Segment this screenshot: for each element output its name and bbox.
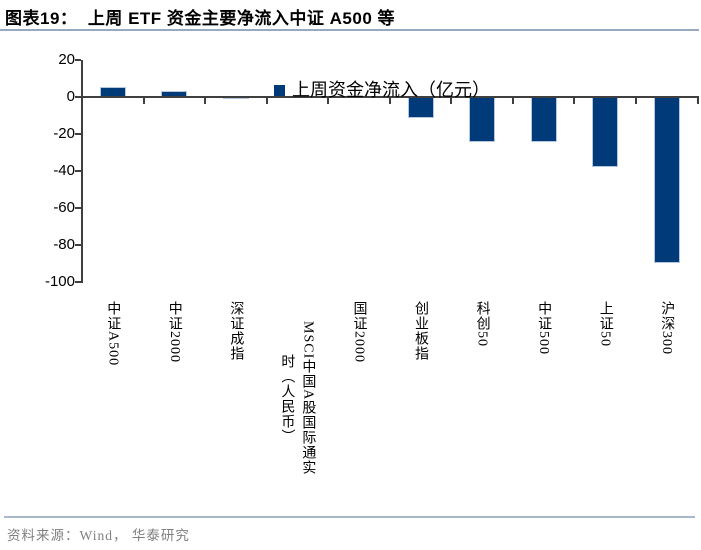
- y-tick-label: -100: [44, 272, 75, 290]
- x-axis-tick: [265, 97, 268, 104]
- category-label-创业板指: 创业板指: [413, 301, 428, 361]
- x-axis-tick: [450, 97, 453, 104]
- chart-legend: 上周资金净流入（亿元）: [274, 76, 490, 102]
- category-label-科创50: 科创50: [474, 301, 490, 347]
- category-label-MSCI中国A股国际通实时（人民币）: MSCI中国A股国际通实 时（人民币）: [279, 321, 316, 476]
- y-axis-tick: [75, 243, 81, 246]
- category-label-中证500: 中证500: [536, 301, 552, 355]
- x-axis-tick: [142, 97, 145, 104]
- legend-swatch-icon: [274, 84, 285, 96]
- category-label-上证50: 上证50: [597, 301, 613, 347]
- y-axis-tick: [75, 95, 81, 98]
- category-label-中证A500: 中证A500: [105, 301, 121, 367]
- y-tick-label: 0: [66, 87, 75, 105]
- x-axis-tick: [204, 97, 207, 104]
- y-tick-label: -40: [53, 161, 75, 179]
- y-tick-label: -60: [53, 198, 75, 216]
- x-axis-tick: [511, 97, 514, 104]
- source-divider: [4, 516, 695, 518]
- bar-科创50: [469, 96, 496, 143]
- y-axis-tick: [75, 206, 81, 209]
- source-note: 资料来源：Wind， 华泰研究: [7, 528, 190, 543]
- x-axis-tick: [81, 97, 83, 104]
- x-axis-line: [81, 95, 699, 98]
- x-axis-tick: [573, 97, 576, 104]
- bar-沪深300: [653, 96, 680, 263]
- y-axis-tick: [75, 132, 81, 135]
- category-label-中证2000: 中证2000: [166, 301, 182, 363]
- y-axis-line: [81, 59, 83, 283]
- x-axis-tick: [634, 97, 637, 104]
- y-axis-tick: [75, 280, 81, 283]
- y-tick-label: -20: [53, 124, 75, 142]
- title-divider: [0, 29, 699, 31]
- x-axis-tick: [696, 97, 699, 104]
- y-tick-label: 20: [58, 50, 75, 68]
- y-axis-tick: [75, 169, 81, 172]
- category-label-沪深300: 沪深300: [659, 301, 675, 355]
- bar-中证500: [530, 96, 557, 143]
- y-axis-tick: [75, 58, 81, 61]
- category-label-深证成指: 深证成指: [228, 301, 244, 361]
- bar-上证50: [592, 96, 619, 168]
- figure-title: 图表19： 上周 ETF 资金主要净流入中证 A500 等: [5, 9, 395, 28]
- x-axis-tick: [327, 97, 330, 104]
- x-axis-tick: [388, 97, 391, 104]
- legend-label: 上周资金净流入（亿元）: [292, 80, 490, 100]
- y-tick-label: -80: [53, 235, 75, 253]
- category-label-国证2000: 国证2000: [351, 301, 367, 363]
